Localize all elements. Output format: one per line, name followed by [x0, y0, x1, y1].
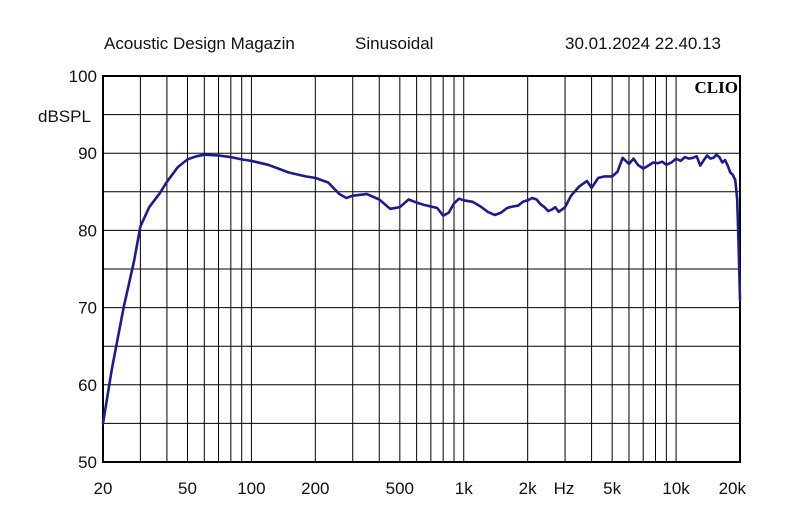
y-tick-label: 60 [78, 376, 97, 395]
grid [103, 76, 740, 462]
x-tick-label: 10k [662, 479, 690, 498]
x-tick-label: 500 [386, 479, 414, 498]
x-tick-label: 2k [519, 479, 537, 498]
x-tick-label: 20k [719, 479, 747, 498]
x-axis-unit-label: Hz [554, 479, 575, 498]
x-tick-label: 20 [94, 479, 113, 498]
y-tick-label: 70 [78, 299, 97, 318]
response-curve [101, 153, 742, 425]
clio-logo: CLIO [695, 78, 738, 97]
x-tick-label: 1k [455, 479, 473, 498]
y-tick-labels: 100 90 80 70 60 50 [69, 67, 97, 472]
x-tick-labels: 20 50 100 200 500 1k 2k 5k 10k 20k [94, 479, 747, 498]
x-tick-label: 100 [237, 479, 265, 498]
y-tick-label: 100 [69, 67, 97, 86]
y-axis-unit-label: dBSPL [38, 107, 91, 126]
x-tick-label: 200 [301, 479, 329, 498]
x-tick-label: 50 [178, 479, 197, 498]
source-title: Acoustic Design Magazin [104, 34, 295, 53]
y-tick-label: 50 [78, 453, 97, 472]
y-tick-label: 90 [78, 144, 97, 163]
mode-label: Sinusoidal [355, 34, 434, 53]
y-tick-label: 80 [78, 221, 97, 240]
timestamp: 30.01.2024 22.40.13 [565, 34, 721, 53]
x-tick-label: 5k [603, 479, 621, 498]
